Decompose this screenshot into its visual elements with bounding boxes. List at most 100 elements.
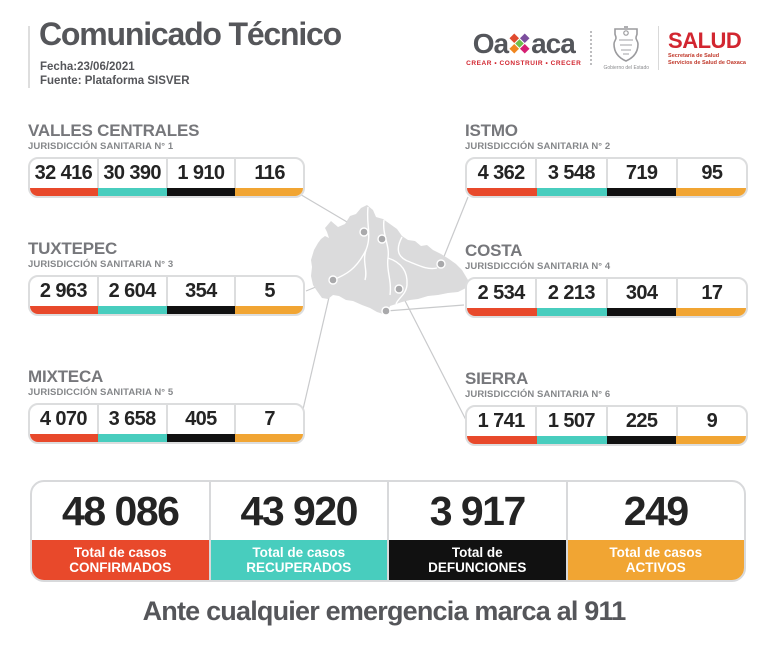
page-meta: Fecha:23/06/2021 Fuente: Plataforma SISV… xyxy=(40,60,190,88)
recovered-count: 2 604 xyxy=(96,277,166,306)
color-legend-strip xyxy=(467,188,746,196)
total-confirmed-label: Total de casos CONFIRMADOS xyxy=(32,540,209,580)
recovered-strip xyxy=(98,434,167,442)
source-label: Fuente: Plataforma SISVER xyxy=(40,75,190,87)
region-stats: 2 963 2 604 354 5 xyxy=(28,275,305,316)
region-name: ISTMO xyxy=(465,121,518,140)
total-recovered-label: Total de casos RECUPERADOS xyxy=(210,540,387,580)
recovered-strip xyxy=(98,188,167,196)
region-card-sierra: SIERRA JURISDICCIÓN SANITARIA N° 6 1 741… xyxy=(465,370,748,446)
region-card-tuxtepec: TUXTEPEC JURISDICCIÓN SANITARIA N° 3 2 9… xyxy=(28,240,305,316)
active-count: 17 xyxy=(675,279,746,308)
color-legend-strip xyxy=(30,306,303,314)
recovered-count: 2 213 xyxy=(535,279,605,308)
oaxaca-wordmark-right: aca xyxy=(531,27,576,59)
deaths-strip xyxy=(606,188,677,196)
state-silhouette xyxy=(311,205,468,314)
oaxaca-wordmark-left: Oa xyxy=(472,27,509,59)
deaths-count: 304 xyxy=(605,279,676,308)
region-jurisdiction: JURISDICCIÓN SANITARIA N° 2 xyxy=(465,141,611,152)
deaths-count: 225 xyxy=(605,407,676,436)
recovered-count: 3 658 xyxy=(96,405,166,434)
confirmed-count: 4 362 xyxy=(477,162,526,184)
region-name: MIXTECA xyxy=(28,367,104,386)
deaths-count: 1 910 xyxy=(165,159,235,188)
salud-logo: SALUD Secretaría de Salud Servicios de S… xyxy=(668,27,746,67)
deaths-strip xyxy=(166,306,235,314)
salud-subtitle-2: Servicios de Salud de Oaxaca xyxy=(668,60,746,66)
logo-bar: Oa aca CREAR • CONSTRUIR • CRECER Gobier… xyxy=(466,20,746,76)
confirmed-strip xyxy=(467,188,537,196)
confirmed-strip xyxy=(30,188,99,196)
district-dots xyxy=(328,227,446,316)
confirmed-strip xyxy=(467,436,537,444)
region-card-valles-centrales: VALLES CENTRALES JURISDICCIÓN SANITARIA … xyxy=(28,122,305,198)
recovered-strip xyxy=(536,308,607,316)
active-count: 9 xyxy=(675,407,746,436)
active-count: 116 xyxy=(234,159,303,188)
salud-title: SALUD xyxy=(668,27,742,53)
region-name: TUXTEPEC xyxy=(28,239,118,258)
confirmed-count: 2 534 xyxy=(477,282,526,304)
confirmed-strip xyxy=(30,434,99,442)
confirmed-count: 1 741 xyxy=(477,410,526,432)
region-name: VALLES CENTRALES xyxy=(28,121,200,140)
oaxaca-tagline: CREAR • CONSTRUIR • CRECER xyxy=(466,59,582,67)
state-totals-bar: 48 086 Total de casos CONFIRMADOS 43 920… xyxy=(30,480,746,582)
deaths-count: 354 xyxy=(165,277,235,306)
active-strip xyxy=(676,188,746,196)
header-accent-rule xyxy=(28,26,30,88)
confirmed-strip xyxy=(30,306,99,314)
total-recovered: 43 920 Total de casos RECUPERADOS xyxy=(208,482,387,580)
confirmed-count: 4 070 xyxy=(39,408,88,430)
total-deaths-value: 3 917 xyxy=(429,487,527,534)
active-strip xyxy=(234,306,303,314)
deaths-count: 405 xyxy=(165,405,235,434)
recovered-strip xyxy=(536,188,607,196)
region-stats: 2 534 2 213 304 17 xyxy=(465,277,748,318)
oaxaca-x-icon xyxy=(509,33,530,54)
total-confirmed: 48 086 Total de casos CONFIRMADOS xyxy=(32,482,209,580)
crest-caption: Gobierno del Estado xyxy=(603,64,650,71)
recovered-strip xyxy=(536,436,607,444)
region-jurisdiction: JURISDICCIÓN SANITARIA N° 6 xyxy=(465,389,611,400)
recovered-count: 30 390 xyxy=(96,159,166,188)
district-borders xyxy=(332,206,438,305)
region-stats: 32 416 30 390 1 910 116 xyxy=(28,157,305,198)
active-count: 95 xyxy=(675,159,746,188)
recovered-strip xyxy=(98,306,167,314)
color-legend-strip xyxy=(467,308,746,316)
deaths-strip xyxy=(606,308,677,316)
region-stats: 1 741 1 507 225 9 xyxy=(465,405,748,446)
active-strip xyxy=(676,436,746,444)
salud-subtitle-1: Secretaría de Salud xyxy=(668,52,720,59)
recovered-count: 1 507 xyxy=(535,407,605,436)
total-active: 249 Total de casos ACTIVOS xyxy=(565,482,744,580)
recovered-count: 3 548 xyxy=(535,159,605,188)
crest-icon xyxy=(613,25,640,62)
region-card-istmo: ISTMO JURISDICCIÓN SANITARIA N° 2 4 362 … xyxy=(465,122,748,198)
color-legend-strip xyxy=(30,188,303,196)
region-stats: 4 362 3 548 719 95 xyxy=(465,157,748,198)
oaxaca-logo: Oa aca CREAR • CONSTRUIR • CRECER xyxy=(466,27,582,67)
total-recovered-value: 43 920 xyxy=(240,487,359,534)
region-card-costa: COSTA JURISDICCIÓN SANITARIA N° 4 2 534 … xyxy=(465,242,748,318)
deaths-strip xyxy=(606,436,677,444)
active-count: 7 xyxy=(234,405,303,434)
government-crest: Gobierno del Estado xyxy=(603,25,650,71)
region-jurisdiction: JURISDICCIÓN SANITARIA N° 1 xyxy=(28,141,174,152)
total-deaths: 3 917 Total de DEFUNCIONES xyxy=(387,482,566,580)
emergency-message: Ante cualquier emergencia marca al 911 xyxy=(142,596,627,626)
region-jurisdiction: JURISDICCIÓN SANITARIA N° 4 xyxy=(465,261,611,272)
region-name: COSTA xyxy=(465,241,523,260)
deaths-count: 719 xyxy=(605,159,676,188)
region-card-mixteca: MIXTECA JURISDICCIÓN SANITARIA N° 5 4 07… xyxy=(28,368,305,444)
dotted-divider xyxy=(590,31,594,65)
region-jurisdiction: JURISDICCIÓN SANITARIA N° 5 xyxy=(28,387,174,398)
active-count: 5 xyxy=(234,277,303,306)
confirmed-count: 2 963 xyxy=(39,280,88,302)
region-stats: 4 070 3 658 405 7 xyxy=(28,403,305,444)
active-strip xyxy=(234,188,303,196)
total-confirmed-value: 48 086 xyxy=(62,487,180,534)
